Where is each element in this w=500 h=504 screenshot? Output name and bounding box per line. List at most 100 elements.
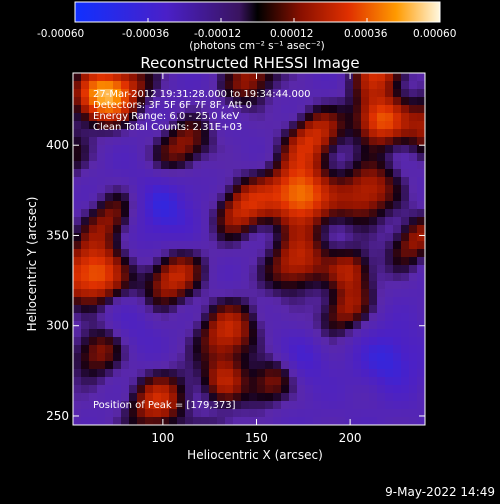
heatmap-cell <box>281 353 290 362</box>
heatmap-cell <box>313 369 322 378</box>
heatmap-cell <box>201 361 210 370</box>
x-tick-label: 150 <box>245 431 268 445</box>
heatmap-cell <box>113 249 122 258</box>
heatmap-cell <box>273 81 282 90</box>
heatmap-cell <box>193 121 202 130</box>
heatmap-cell <box>313 81 322 90</box>
heatmap-cell <box>313 209 322 218</box>
heatmap-cell <box>289 193 298 202</box>
heatmap-cell <box>305 169 314 178</box>
heatmap-cell <box>169 337 178 346</box>
heatmap-cell <box>281 289 290 298</box>
heatmap-cell <box>137 313 146 322</box>
heatmap-cell <box>129 361 138 370</box>
heatmap-cell <box>273 233 282 242</box>
heatmap-cell <box>81 169 90 178</box>
heatmap-cell <box>273 361 282 370</box>
heatmap-cell <box>169 169 178 178</box>
heatmap-cell <box>401 321 410 330</box>
heatmap-cell <box>97 385 106 394</box>
heatmap-cell <box>409 97 418 106</box>
heatmap-cell <box>217 369 226 378</box>
heatmap-cell <box>321 225 330 234</box>
heatmap-cell <box>313 97 322 106</box>
heatmap-cell <box>233 385 242 394</box>
heatmap-cell <box>281 145 290 154</box>
heatmap-cell <box>209 225 218 234</box>
heatmap-cell <box>193 193 202 202</box>
heatmap-cell <box>361 193 370 202</box>
heatmap-cell <box>401 377 410 386</box>
heatmap-cell <box>193 321 202 330</box>
heatmap-cell <box>337 73 346 82</box>
heatmap-cell <box>417 169 425 178</box>
heatmap-cell <box>97 217 106 226</box>
heatmap-cell <box>409 353 418 362</box>
heatmap-cell <box>169 265 178 274</box>
heatmap-cell <box>337 353 346 362</box>
heatmap-cell <box>329 169 338 178</box>
heatmap-cell <box>321 337 330 346</box>
heatmap-cell <box>217 241 226 250</box>
heatmap-cell <box>417 89 425 98</box>
heatmap-cell <box>161 113 170 122</box>
heatmap-cell <box>273 281 282 290</box>
heatmap-cell <box>393 201 402 210</box>
y-tick-label: 400 <box>46 138 69 152</box>
heatmap-cell <box>137 361 146 370</box>
heatmap-cell <box>241 233 250 242</box>
heatmap-cell <box>257 209 266 218</box>
heatmap-cell <box>313 201 322 210</box>
heatmap-cell <box>353 281 362 290</box>
heatmap-cell <box>345 233 354 242</box>
heatmap-cell <box>337 89 346 98</box>
heatmap-cell <box>273 161 282 170</box>
heatmap-cell <box>161 145 170 154</box>
heatmap-cell <box>401 417 410 425</box>
heatmap-cell <box>81 193 90 202</box>
heatmap-cell <box>361 353 370 362</box>
heatmap-cell <box>353 233 362 242</box>
heatmap-cell <box>417 161 425 170</box>
heatmap-cell <box>145 321 154 330</box>
heatmap-cell <box>289 233 298 242</box>
heatmap-cell <box>121 297 130 306</box>
x-axis-label: Heliocentric X (arcsec) <box>187 448 323 462</box>
heatmap-cell <box>377 81 386 90</box>
heatmap-cell <box>345 81 354 90</box>
heatmap-cell <box>321 81 330 90</box>
heatmap-cell <box>345 185 354 194</box>
heatmap-cell <box>353 113 362 122</box>
heatmap-cell <box>113 385 122 394</box>
heatmap-cell <box>89 177 98 186</box>
heatmap-cell <box>121 193 130 202</box>
heatmap-cell <box>137 185 146 194</box>
colorbar-tick-label: -0.00060 <box>37 28 84 40</box>
heatmap-cell <box>153 113 162 122</box>
heatmap-cell <box>177 89 186 98</box>
heatmap-cell <box>73 273 82 282</box>
heatmap-cell <box>409 153 418 162</box>
heatmap-cell <box>169 137 178 146</box>
heatmap-cell <box>361 257 370 266</box>
heatmap-cell <box>345 329 354 338</box>
heatmap-cell <box>369 409 378 418</box>
heatmap-cell <box>177 209 186 218</box>
heatmap-cell <box>329 281 338 290</box>
heatmap-cell <box>105 353 114 362</box>
heatmap-cell <box>97 73 106 82</box>
heatmap-cell <box>185 393 194 402</box>
heatmap-cell <box>97 225 106 234</box>
heatmap-cell <box>145 313 154 322</box>
heatmap-cell <box>249 265 258 274</box>
heatmap-cell <box>321 105 330 114</box>
heatmap-cell <box>113 329 122 338</box>
heatmap-cell <box>393 417 402 425</box>
heatmap-cell <box>297 313 306 322</box>
heatmap-cell <box>401 353 410 362</box>
heatmap-cell <box>417 369 425 378</box>
heatmap-cell <box>169 81 178 90</box>
heatmap-cell <box>273 297 282 306</box>
heatmap-cell <box>305 89 314 98</box>
heatmap-cell <box>193 337 202 346</box>
